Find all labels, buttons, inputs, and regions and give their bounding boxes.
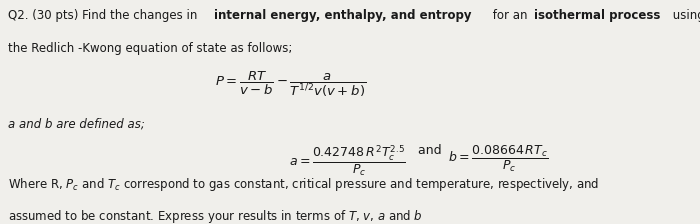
Text: $P = \dfrac{RT}{v-b} - \dfrac{a}{T^{1/2}v(v+b)}$: $P = \dfrac{RT}{v-b} - \dfrac{a}{T^{1/2}… [215, 69, 366, 99]
Text: Q2. (30 pts) Find the changes in: Q2. (30 pts) Find the changes in [8, 9, 201, 22]
Text: $a = \dfrac{0.42748\,R^2T_c^{2.5}}{P_c}$: $a = \dfrac{0.42748\,R^2T_c^{2.5}}{P_c}$ [289, 144, 406, 179]
Text: internal energy, enthalpy, and entropy: internal energy, enthalpy, and entropy [214, 9, 472, 22]
Text: for an: for an [489, 9, 531, 22]
Text: and: and [414, 144, 445, 157]
Text: isothermal process: isothermal process [534, 9, 661, 22]
Text: the Redlich -Kwong equation of state as follows;: the Redlich -Kwong equation of state as … [8, 43, 292, 56]
Text: a and b are defined as;: a and b are defined as; [8, 118, 144, 131]
Text: $a = \dfrac{0.42748\,R^2T_c^{2.5}}{P_c}$: $a = \dfrac{0.42748\,R^2T_c^{2.5}}{P_c}$ [0, 223, 1, 224]
Text: $b = \dfrac{0.08664\,RT_c}{P_c}$: $b = \dfrac{0.08664\,RT_c}{P_c}$ [0, 223, 1, 224]
Text: and: and [0, 223, 1, 224]
Text: Where R, $P_c$ and $T_c$ correspond to gas constant, critical pressure and tempe: Where R, $P_c$ and $T_c$ correspond to g… [8, 176, 598, 193]
Text: using: using [669, 9, 700, 22]
Text: assumed to be constant. Express your results in terms of $T$, $v$, $a$ and $b$: assumed to be constant. Express your res… [8, 208, 423, 224]
Text: $b = \dfrac{0.08664\,RT_c}{P_c}$: $b = \dfrac{0.08664\,RT_c}{P_c}$ [447, 144, 548, 174]
